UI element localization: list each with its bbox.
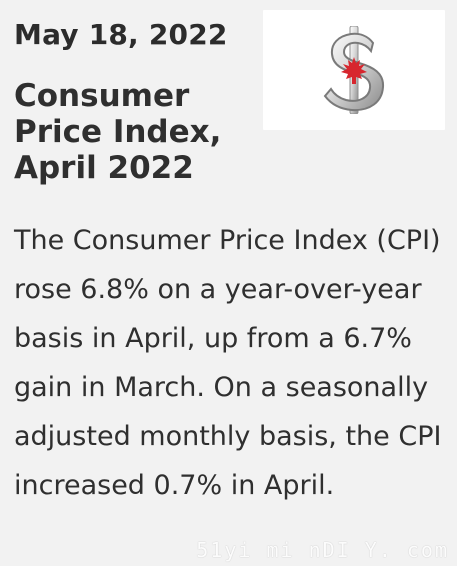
maple-leaf-icon bbox=[341, 57, 367, 84]
canadian-dollar-sign-icon bbox=[323, 26, 385, 114]
article-thumbnail[interactable] bbox=[263, 10, 445, 130]
article-date: May 18, 2022 bbox=[14, 18, 228, 51]
watermark-text: 51yi mi nDI Y. com bbox=[196, 538, 449, 562]
article-summary: The Consumer Price Index (CPI) rose 6.8%… bbox=[14, 225, 442, 501]
article-title[interactable]: Consumer Price Index, April 2022 bbox=[14, 78, 222, 186]
